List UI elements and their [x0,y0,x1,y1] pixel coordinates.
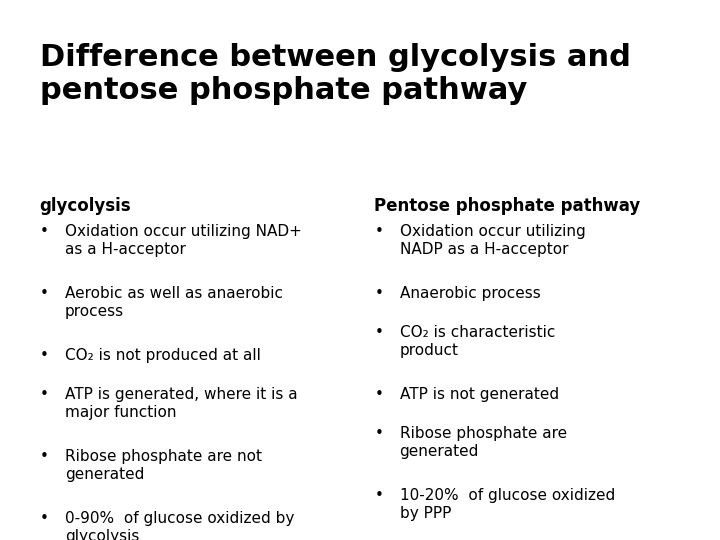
Text: •: • [374,325,383,340]
Text: •: • [374,224,383,239]
Text: ATP is generated, where it is a
major function: ATP is generated, where it is a major fu… [65,387,297,420]
Text: CO₂ is characteristic
product: CO₂ is characteristic product [400,325,555,358]
Text: Difference between glycolysis and
pentose phosphate pathway: Difference between glycolysis and pentos… [40,43,631,105]
Text: •: • [374,488,383,503]
Text: •: • [40,511,48,526]
Text: 10-20%  of glucose oxidized
by PPP: 10-20% of glucose oxidized by PPP [400,488,615,521]
Text: CO₂ is not produced at all: CO₂ is not produced at all [65,348,261,363]
Text: •: • [40,224,48,239]
Text: •: • [40,286,48,301]
Text: •: • [40,348,48,363]
Text: Ribose phosphate are not
generated: Ribose phosphate are not generated [65,449,262,482]
Text: Pentose phosphate pathway: Pentose phosphate pathway [374,197,641,215]
Text: •: • [40,449,48,464]
Text: Oxidation occur utilizing NAD+
as a H-acceptor: Oxidation occur utilizing NAD+ as a H-ac… [65,224,302,257]
Text: glycolysis: glycolysis [40,197,131,215]
Text: ATP is not generated: ATP is not generated [400,387,559,402]
Text: Ribose phosphate are
generated: Ribose phosphate are generated [400,426,567,459]
Text: Anaerobic process: Anaerobic process [400,286,540,301]
Text: •: • [374,387,383,402]
Text: •: • [374,426,383,441]
Text: •: • [40,387,48,402]
Text: Oxidation occur utilizing
NADP as a H-acceptor: Oxidation occur utilizing NADP as a H-ac… [400,224,585,257]
Text: 0-90%  of glucose oxidized by
glycolysis: 0-90% of glucose oxidized by glycolysis [65,511,294,540]
Text: Aerobic as well as anaerobic
process: Aerobic as well as anaerobic process [65,286,283,319]
Text: •: • [374,286,383,301]
